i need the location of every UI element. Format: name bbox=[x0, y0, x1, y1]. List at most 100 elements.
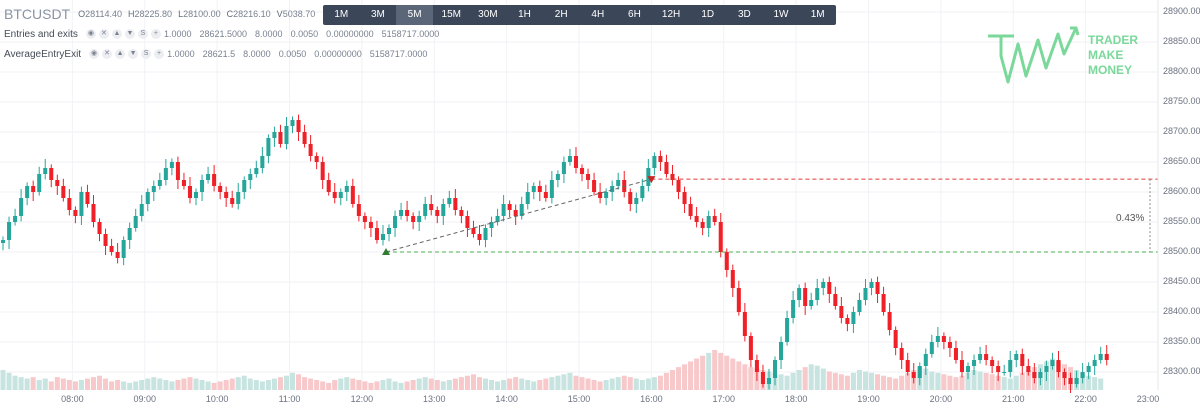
candle-body bbox=[49, 168, 54, 180]
candle bbox=[953, 340, 958, 364]
volume-bar bbox=[790, 372, 796, 390]
candle bbox=[49, 164, 54, 188]
candle bbox=[103, 228, 108, 255]
candle-body bbox=[399, 210, 404, 216]
ohlc-h: H28225.80 bbox=[128, 9, 173, 19]
volume-bar bbox=[826, 371, 832, 390]
indicator-name[interactable]: Entries and exits bbox=[4, 28, 78, 40]
candle-body bbox=[567, 156, 572, 162]
candle-body bbox=[356, 204, 361, 216]
time-tick-label: 08:00 bbox=[61, 394, 84, 404]
candle bbox=[887, 303, 892, 336]
timeframe-button-12h[interactable]: 12H bbox=[661, 9, 681, 20]
volume-bar bbox=[30, 377, 36, 390]
candle-body bbox=[1008, 360, 1013, 372]
up-icon[interactable]: ▲ bbox=[115, 49, 126, 59]
candle-body bbox=[972, 360, 977, 366]
volume-bar bbox=[832, 372, 838, 390]
volume-bar bbox=[320, 381, 326, 390]
candle bbox=[537, 180, 542, 201]
volume-bar bbox=[302, 377, 308, 390]
timeframe-button-1w[interactable]: 1W bbox=[773, 9, 789, 20]
up-icon[interactable]: ▲ bbox=[111, 29, 122, 39]
volume-bar bbox=[953, 377, 959, 390]
timeframe-button-1m[interactable]: 1M bbox=[810, 9, 825, 20]
eye-icon[interactable]: ◉ bbox=[85, 29, 96, 39]
candle bbox=[429, 195, 434, 216]
volume-bar bbox=[392, 381, 398, 390]
indicator-row: AverageEntryExit ◉ ✕ ▲ ▼ S +1.0000 28621.5 8.000… bbox=[4, 44, 447, 64]
down-icon[interactable]: ▼ bbox=[128, 49, 139, 59]
timeframe-button-15m[interactable]: 15M bbox=[441, 9, 461, 20]
timeframe-button-5m[interactable]: 5M bbox=[396, 5, 433, 25]
candle-body bbox=[272, 132, 277, 138]
volume-bar bbox=[1092, 377, 1098, 390]
volume-bar bbox=[663, 372, 669, 390]
candle-body bbox=[471, 228, 476, 234]
volume-bar bbox=[356, 380, 362, 390]
volume-bar bbox=[591, 380, 597, 390]
settings-icon[interactable]: S bbox=[141, 49, 152, 59]
candle-body bbox=[670, 174, 675, 180]
candle bbox=[362, 212, 367, 230]
candle-body bbox=[580, 168, 585, 174]
candle-body bbox=[73, 210, 78, 216]
plus-icon[interactable]: + bbox=[150, 29, 161, 39]
timeframe-button-3m[interactable]: 3M bbox=[371, 9, 385, 20]
candle-body bbox=[127, 228, 132, 240]
candle-body bbox=[1, 240, 6, 243]
candle bbox=[598, 183, 603, 204]
volume-bar bbox=[1019, 372, 1025, 390]
indicator-name[interactable]: AverageEntryExit bbox=[4, 48, 82, 60]
settings-icon[interactable]: S bbox=[137, 29, 148, 39]
volume-bar bbox=[109, 381, 115, 390]
candle bbox=[543, 184, 548, 202]
eye-icon[interactable]: ◉ bbox=[89, 49, 100, 59]
close-icon[interactable]: ✕ bbox=[98, 29, 109, 39]
candle bbox=[1, 236, 6, 251]
timeframe-button-4h[interactable]: 4H bbox=[591, 9, 605, 20]
candle bbox=[127, 222, 132, 249]
timeframe-toolbar[interactable]: 1M 3M 5M 15M 30M 1H 2H 4H 6H 12H 1D 3D 1W 1M bbox=[323, 5, 836, 25]
candle bbox=[91, 195, 96, 228]
price-tick-label: 28500.00 bbox=[1163, 246, 1200, 256]
candle bbox=[206, 166, 211, 184]
candle-body bbox=[1074, 378, 1079, 384]
timeframe-button-1d[interactable]: 1D bbox=[701, 9, 715, 20]
candle bbox=[157, 172, 162, 190]
candle-body bbox=[133, 216, 138, 228]
candle-body bbox=[31, 186, 36, 192]
candle bbox=[344, 180, 349, 201]
candle-body bbox=[368, 222, 373, 228]
volume-bar bbox=[627, 377, 633, 390]
volume-bar bbox=[404, 381, 410, 390]
timeframe-button-30m[interactable]: 30M bbox=[478, 9, 498, 20]
volume-bar bbox=[682, 364, 688, 390]
candle bbox=[706, 210, 711, 237]
volume-bar bbox=[718, 352, 724, 390]
timeframe-button-1h[interactable]: 1H bbox=[518, 9, 531, 20]
timeframe-button-6h[interactable]: 6H bbox=[628, 9, 641, 20]
volume-bar bbox=[476, 377, 482, 390]
candle-body bbox=[61, 186, 66, 198]
timeframe-button-1m[interactable]: 1M bbox=[334, 9, 349, 20]
timeframe-button-3d[interactable]: 3D bbox=[737, 9, 751, 20]
volume-bar bbox=[778, 374, 784, 390]
timeframe-button-2h[interactable]: 2H bbox=[554, 9, 568, 20]
volume-bar bbox=[585, 378, 591, 390]
volume-bar bbox=[296, 374, 302, 390]
volume-bar bbox=[1025, 370, 1031, 390]
close-icon[interactable]: ✕ bbox=[102, 49, 113, 59]
volume-bar bbox=[332, 380, 338, 390]
volume-bar bbox=[398, 382, 404, 390]
candle bbox=[67, 189, 72, 216]
candle-body bbox=[845, 318, 850, 324]
candle bbox=[1032, 363, 1037, 384]
down-icon[interactable]: ▼ bbox=[124, 29, 135, 39]
candle bbox=[109, 238, 114, 256]
plus-icon[interactable]: + bbox=[154, 49, 165, 59]
candle bbox=[670, 165, 675, 186]
candle-body bbox=[990, 360, 995, 366]
candle bbox=[664, 154, 669, 178]
